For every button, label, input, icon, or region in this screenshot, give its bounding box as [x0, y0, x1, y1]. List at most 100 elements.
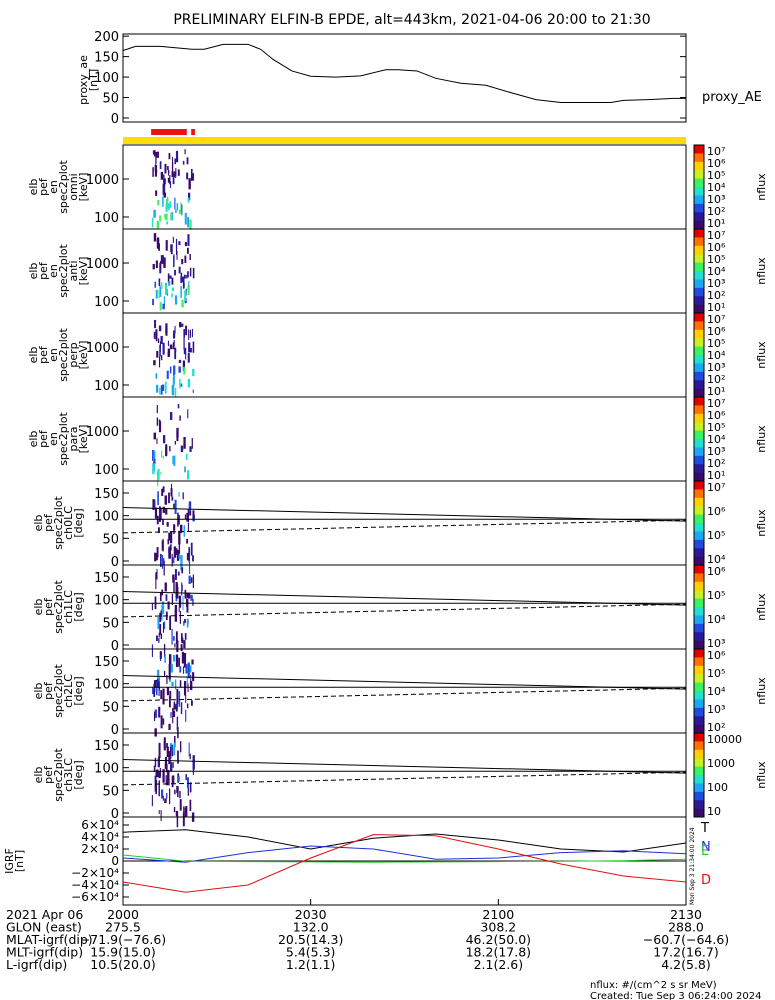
spectrogram-cell: [186, 512, 189, 522]
spectrogram-cell: [166, 675, 168, 684]
colorbar-segment: [694, 296, 704, 306]
anti-loss-cone-line: [122, 519, 687, 534]
spectrogram-cell: [183, 366, 186, 375]
spectrogram-cell: [162, 506, 165, 513]
spectrogram-cell: [160, 260, 162, 270]
x-row-value: 20.5(14.3): [278, 932, 343, 947]
colorbar-segment: [694, 716, 704, 726]
spectrogram-cell: [169, 445, 171, 452]
spectrogram-cell: [159, 387, 161, 395]
spectrogram-cell: [158, 290, 160, 299]
colorbar-segment: [694, 691, 704, 700]
spectrogram-cell: [168, 723, 171, 730]
spectrogram-cell: [170, 244, 173, 255]
colorbar-segment: [694, 707, 704, 717]
spectrogram-cell: [178, 366, 181, 373]
spectrogram-cell: [192, 755, 195, 770]
colorbar-tick-label: 10³: [707, 445, 725, 458]
spectrogram-cell: [175, 244, 178, 255]
spectrogram-cell: [153, 765, 156, 773]
spectrogram-cell: [162, 384, 165, 391]
igrf-line-D: [122, 834, 687, 893]
colorbar-segment: [694, 203, 704, 213]
spectrogram-cell: [187, 470, 190, 480]
spectrogram-cell: [171, 385, 175, 395]
igrf-ytick-label: 2×10⁴: [81, 842, 119, 856]
spectrogram-cell: [172, 557, 175, 564]
spectrogram-cell: [174, 325, 176, 334]
spectrogram-cell: [167, 340, 170, 347]
colorbar-segment: [694, 237, 704, 247]
colorbar-segment: [694, 590, 704, 600]
x-row-value: 132.0: [293, 920, 329, 935]
spectrogram-cell: [169, 690, 172, 699]
spectrogram-cell: [165, 446, 168, 457]
colorbar-tick-label: 10⁷: [707, 481, 725, 494]
spec-frame: [122, 312, 687, 398]
spectrogram-cell: [164, 798, 167, 804]
spectrogram-cell: [172, 156, 174, 164]
colorbar-segment: [694, 212, 704, 222]
colorbar-segment: [694, 674, 704, 684]
spectrogram-cell: [171, 593, 174, 605]
spectrogram-cell: [168, 788, 171, 805]
spec-frame: [122, 396, 687, 482]
spec-ytick-label: 0: [111, 723, 119, 738]
spectrogram-cell: [187, 192, 191, 201]
spectrogram-cell: [151, 217, 154, 228]
spectrogram-cell: [167, 170, 169, 176]
igrf-legend-T: T: [700, 821, 709, 836]
spectrogram-cell: [186, 703, 189, 709]
spectrogram-cell: [189, 267, 192, 277]
spectrogram-cell: [182, 666, 185, 674]
colorbar-frame: [693, 732, 705, 818]
spectrogram-cell: [189, 665, 192, 673]
spectrogram-cell: [171, 293, 173, 298]
spec-ylabel: elbpefenspec2plotanti[keV]: [27, 244, 90, 298]
colorbar-tick-label: 10000: [707, 733, 742, 746]
spectrogram-cell: [174, 789, 176, 795]
spec-ytick-label: 150: [94, 739, 119, 754]
colorbar-segment: [694, 539, 704, 549]
spectrogram-cell: [188, 742, 190, 757]
spectrogram-cell: [159, 301, 162, 311]
spectrogram-cell: [179, 610, 181, 624]
spectrogram-cell: [157, 468, 160, 480]
spectrogram-cell: [166, 743, 168, 749]
spectrogram-cell: [169, 366, 172, 374]
spectrogram-cell: [192, 267, 195, 279]
spectrogram-cell: [186, 247, 189, 254]
anti-loss-cone-line: [122, 603, 687, 618]
spectrogram-cell: [163, 670, 166, 677]
spectrogram-cell: [156, 769, 159, 778]
spectrogram-cell: [158, 420, 162, 433]
spectrogram-cell: [170, 762, 173, 771]
colorbar-segment: [694, 187, 704, 196]
colorbar-tick-label: 10⁶: [707, 565, 726, 578]
colorbar-tick-label: 10⁴: [707, 181, 726, 194]
spectrogram-cell: [156, 635, 158, 642]
colorbar-segment: [694, 506, 704, 516]
colorbar-tick-label: 10⁴: [707, 613, 726, 626]
spectrogram-cell: [174, 348, 177, 352]
spectrogram-cell: [178, 691, 181, 707]
spectrogram-cell: [183, 640, 186, 649]
colorbar-tick-label: 10⁷: [707, 229, 725, 242]
spectrogram-cell: [187, 284, 190, 295]
spectrogram-cell: [159, 592, 162, 602]
ae-ytick-label: 100: [94, 71, 119, 86]
colorbar-segment: [694, 741, 704, 751]
spectrogram-cell: [183, 348, 187, 355]
spectrogram-cell: [184, 241, 187, 247]
spectrogram-cell: [186, 172, 189, 180]
spectrogram-cell: [164, 582, 167, 592]
flag-bar: [123, 137, 686, 144]
colorbar-label-group: nflux: [755, 509, 768, 537]
spectrogram-cell: [172, 373, 175, 385]
colorbar-label: nflux: [755, 677, 768, 705]
spectrogram-cell: [152, 263, 155, 270]
spectrogram-cell: [158, 356, 161, 368]
spec-ytick-label: 150: [94, 655, 119, 670]
spectrogram-cell: [169, 544, 172, 551]
